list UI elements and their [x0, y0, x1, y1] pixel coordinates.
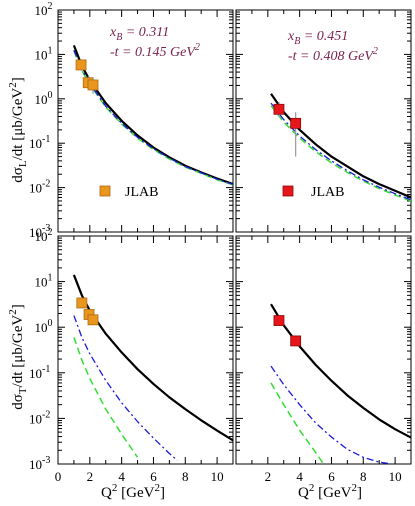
y-tick-label: 10-1 — [29, 364, 50, 381]
x-tick-label: 8 — [360, 469, 367, 484]
data-point — [87, 79, 99, 91]
panel-frame — [235, 235, 412, 465]
data-point — [87, 314, 99, 326]
annotation-right-t: -t = 0.408 GeV2 — [288, 46, 378, 64]
x-tick-label: 0 — [55, 469, 62, 484]
y-tick-label: 100 — [35, 318, 53, 335]
y-tick-label: 102 — [35, 227, 53, 244]
annotation-right: xB = 0.451 -t = 0.408 GeV2 — [287, 29, 378, 64]
curve-dashed-green — [73, 337, 139, 458]
panel-frame — [57, 235, 234, 465]
curve-solid-black — [270, 303, 411, 439]
x-tick-label: 2 — [265, 469, 272, 484]
y-tick-label: 101 — [35, 273, 53, 290]
panel-bottom-right: 2 4 6 8 10 — [235, 235, 412, 484]
annotation-left-t: -t = 0.145 GeV2 — [110, 42, 200, 60]
legend-left-label: JLAB — [125, 185, 158, 200]
x-tick-label: 2 — [87, 469, 94, 484]
data-point — [290, 117, 302, 129]
x-axis-label-right: Q2 [GeV2] — [298, 482, 362, 501]
y-axis-label-bottom: dσT/dt [μb/GeV2] — [7, 304, 29, 409]
legend-right-label: JLAB — [311, 185, 344, 200]
y-tick-label: 10-3 — [29, 455, 50, 472]
y-tick-label: 10-2 — [29, 409, 50, 426]
legend-right: JLAB — [282, 185, 344, 200]
panel-top-left: 102 101 100 10-1 10-2 10-3 — [29, 1, 234, 240]
y-tick-label: 102 — [35, 1, 53, 18]
data-point — [273, 315, 285, 326]
curve-dashdot-blue — [73, 49, 233, 186]
curve-solid-black — [270, 93, 411, 199]
y-tick-label: 100 — [35, 90, 53, 107]
data-point — [273, 103, 285, 115]
x-tick-label: 4 — [296, 469, 303, 484]
panel-bottom-left: 102 101 100 10-1 10-2 10-3 0 2 4 6 8 10 — [29, 227, 234, 484]
y-axis-label-top: dσL/dt [μb/GeV2] — [7, 77, 29, 182]
annotation-left-xb: xB = 0.311 — [109, 25, 169, 43]
panel-frame — [235, 9, 412, 233]
x-tick-label: 10 — [389, 469, 402, 484]
panel-frame — [57, 9, 234, 233]
y-tick-label: 10-2 — [29, 179, 50, 196]
y-tick-label: 101 — [35, 45, 53, 62]
panel-top-right — [235, 9, 412, 233]
annotation-left: xB = 0.311 -t = 0.145 GeV2 — [109, 25, 200, 60]
x-tick-label: 6 — [150, 469, 157, 484]
y-tick-label: 10-1 — [29, 134, 50, 151]
x-axis-label-left: Q2 [GeV2] — [101, 482, 165, 501]
curve-solid-black — [72, 274, 233, 442]
data-point — [76, 297, 88, 309]
data-point — [75, 59, 87, 71]
legend-left: JLAB — [99, 185, 158, 200]
curve-solid-black — [72, 44, 233, 186]
data-point — [290, 335, 302, 347]
x-tick-label: 8 — [182, 469, 189, 484]
curve-dashdot-blue — [270, 365, 393, 464]
x-tick-label: 4 — [118, 469, 125, 484]
annotation-right-xb: xB = 0.451 — [287, 29, 348, 47]
x-tick-label: 10 — [211, 469, 224, 484]
curve-dashed-green — [270, 105, 411, 202]
curve-dashed-green — [270, 382, 325, 464]
y-tick-label: 10-3 — [29, 223, 50, 240]
legend-left-marker — [99, 185, 111, 197]
legend-right-marker — [282, 185, 294, 197]
curve-dashed-green — [73, 50, 233, 186]
x-tick-label: 6 — [328, 469, 335, 484]
